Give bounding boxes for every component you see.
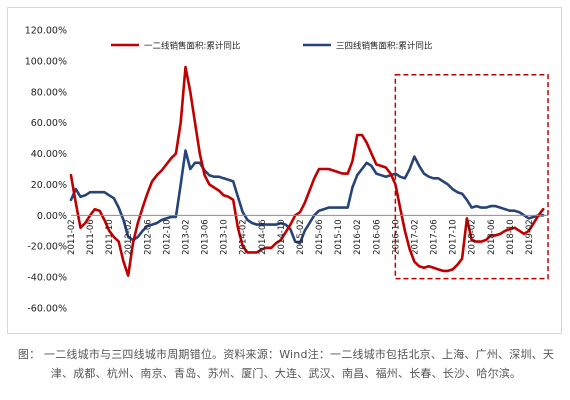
legend-label: 一二线销售面积:累计同比 — [144, 41, 240, 52]
line-chart: -60.00% -40.00% -20.00% 0.00% 20.00% 40.00% 60… — [25, 26, 549, 315]
y-tick-label: -20.00% — [27, 242, 67, 253]
x-tick-label: 2015-06 — [315, 219, 325, 255]
y-tick-label: 120.00% — [25, 26, 67, 37]
x-tick-label: 2015-10 — [334, 219, 344, 255]
y-tick-label: 0.00% — [37, 211, 67, 222]
y-tick-label: 60.00% — [31, 118, 67, 129]
y-tick-label: 40.00% — [31, 149, 67, 160]
highlight-box — [394, 74, 549, 280]
x-tick-label: 2017-10 — [449, 219, 459, 255]
x-tick-label: 2013-02 — [181, 219, 191, 255]
x-tick-label: 2018-06 — [487, 219, 497, 255]
x-tick-label: 2018-10 — [506, 219, 516, 255]
y-tick-label: -40.00% — [27, 273, 67, 284]
x-tick-label: 2011-02 — [67, 219, 77, 255]
y-axis-ticks: -60.00% -40.00% -20.00% 0.00% 20.00% 40.00% 60… — [25, 26, 67, 315]
x-tick-label: 2016-02 — [353, 219, 363, 255]
annotations — [394, 74, 549, 280]
y-tick-label: -60.00% — [27, 304, 67, 315]
x-tick-label: 2017-06 — [430, 219, 440, 255]
x-tick-label: 2013-06 — [201, 219, 211, 255]
y-tick-label: 20.00% — [31, 180, 67, 191]
legend-label: 三四线销售面积:累计同比 — [336, 41, 432, 52]
y-tick-label: 100.00% — [25, 56, 67, 67]
x-tick-label: 2012-06 — [143, 219, 153, 255]
legend: 一二线销售面积:累计同比 三四线销售面积:累计同比 — [111, 41, 432, 52]
x-tick-label: 2016-10 — [391, 219, 401, 255]
x-tick-label: 2011-10 — [105, 219, 115, 255]
x-tick-label: 2011-06 — [86, 219, 96, 255]
x-tick-label: 2014-06 — [258, 219, 268, 255]
x-tick-label: 2012-10 — [162, 219, 172, 255]
x-tick-label: 2014-10 — [277, 219, 287, 255]
x-tick-label: 2019-02 — [525, 219, 535, 255]
x-tick-label: 2016-06 — [372, 219, 382, 255]
x-axis-ticks: 2011-02 2011-06 2011-10 2012-02 2012-06 2012-… — [67, 219, 535, 255]
x-tick-label: 2014-02 — [239, 219, 249, 255]
series-line — [69, 149, 545, 245]
x-tick-label: 2013-10 — [220, 219, 230, 255]
x-tick-label: 2017-02 — [410, 219, 420, 255]
plot-lines — [69, 65, 545, 277]
x-tick-label: 2015-02 — [296, 219, 306, 255]
chart-frame: -60.00% -40.00% -20.00% 0.00% 20.00% 40.00% 60… — [7, 7, 562, 334]
series-line — [69, 65, 545, 277]
x-tick-label: 2018-02 — [468, 219, 478, 255]
figure-caption: 图： 一二线城市与三四线城市周期错位。资料来源：Wind注：一二线城市包括北京、… — [17, 348, 555, 380]
x-tick-label: 2012-02 — [124, 219, 134, 255]
y-tick-label: 80.00% — [31, 87, 67, 98]
